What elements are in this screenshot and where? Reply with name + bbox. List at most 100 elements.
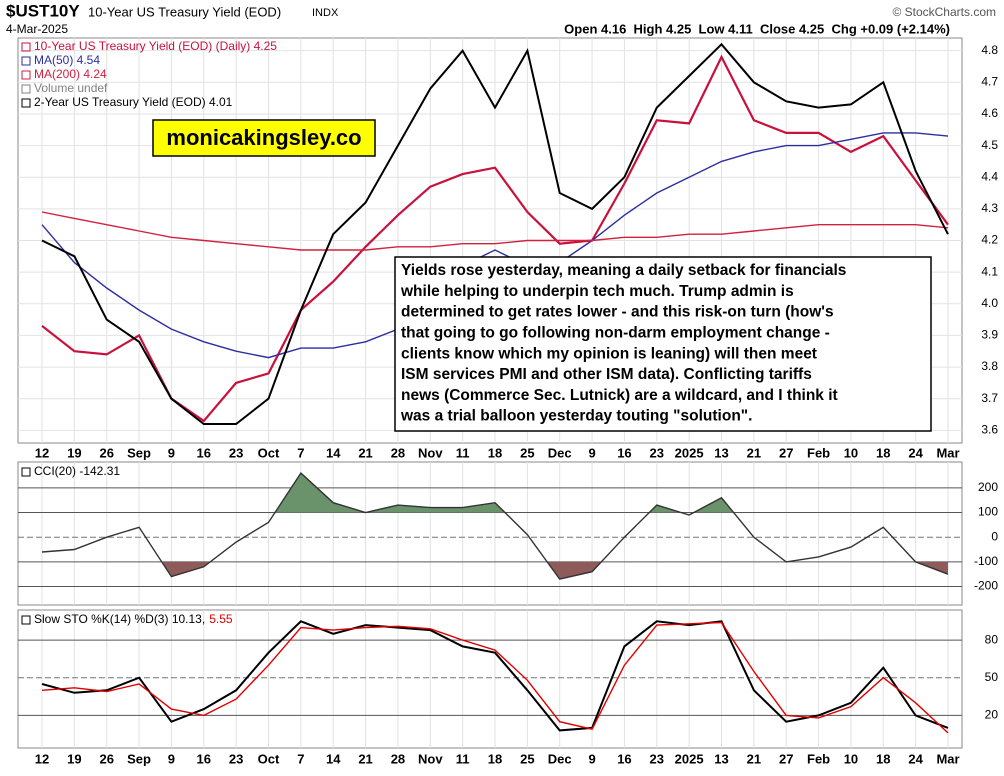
legend-entry: 10-Year US Treasury Yield (EOD) (Daily) … <box>34 39 277 53</box>
panel-title: CCI(20) -142.31 <box>34 464 120 478</box>
panel <box>17 609 963 749</box>
x-tick-label: 18 <box>488 445 502 460</box>
instrument-name: 10-Year US Treasury Yield (EOD) <box>88 4 281 19</box>
x-tick-label: 9 <box>168 445 175 460</box>
x-tick-label: 2025 <box>675 445 704 460</box>
x-tick-label: 28 <box>391 751 405 766</box>
x-tick-label: 19 <box>67 751 81 766</box>
panel-title: Slow STO %K(14) %D(3) 10.13, <box>34 612 205 626</box>
x-tick-label: 13 <box>714 445 728 460</box>
legend-swatch <box>21 615 31 625</box>
annotation-line: that going to go following non-darm empl… <box>401 324 830 341</box>
y-tick-label: 4.3 <box>981 201 998 215</box>
x-tick-label: 24 <box>908 445 923 460</box>
quote: Open 4.16 High 4.25 Low 4.11 Close 4.25 … <box>564 21 950 36</box>
y-tick-label: 4.7 <box>981 74 998 88</box>
x-tick-label: Sep <box>127 751 151 766</box>
legend-entry: 2-Year US Treasury Yield (EOD) 4.01 <box>34 95 233 109</box>
legend-swatch <box>21 467 31 477</box>
annotation-line: clients know which my opinion is leaning… <box>401 345 817 362</box>
x-tick-label: Dec <box>548 751 572 766</box>
x-tick-label: 14 <box>326 445 341 460</box>
x-tick-label: 26 <box>99 751 113 766</box>
x-tick-label: 16 <box>197 751 211 766</box>
x-tick-label: 24 <box>908 751 923 766</box>
legend-swatch <box>21 84 31 94</box>
x-tick-label: 25 <box>520 445 534 460</box>
series-line <box>41 472 949 580</box>
x-tick-label: 16 <box>617 445 631 460</box>
x-tick-label: 7 <box>297 751 304 766</box>
y-tick-label: 200 <box>978 480 998 494</box>
x-tick-label: Feb <box>807 445 830 460</box>
x-tick-label: 21 <box>358 751 372 766</box>
annotation-line: news (Commerce Sec. Lutnick) are a wildc… <box>401 387 838 404</box>
series-line <box>41 42 949 425</box>
cci-fill <box>161 561 948 580</box>
x-tick-label: Mar <box>936 751 959 766</box>
watermark-box <box>152 119 376 157</box>
x-tick-label: 13 <box>714 751 728 766</box>
y-tick-label: 100 <box>978 505 998 519</box>
x-tick-label: 16 <box>197 445 211 460</box>
symbol: $UST10Y <box>6 1 80 20</box>
x-tick-label: 18 <box>488 751 502 766</box>
x-tick-label: 23 <box>650 751 664 766</box>
annotation-line: determined to get rates lower - and this… <box>401 304 834 321</box>
x-tick-label: 9 <box>588 751 595 766</box>
x-tick-label: 23 <box>229 751 243 766</box>
y-tick-label: 4.2 <box>981 233 998 247</box>
x-tick-label: 11 <box>456 445 470 460</box>
y-tick-label: 50 <box>985 670 999 684</box>
watermark: monicakingsley.co <box>166 125 361 150</box>
x-tick-label: 14 <box>326 751 341 766</box>
y-tick-label: 4.6 <box>981 106 998 120</box>
x-tick-label: 7 <box>297 445 304 460</box>
x-tick-label: Nov <box>418 751 443 766</box>
x-tick-label: Oct <box>258 751 280 766</box>
y-tick-label: 3.9 <box>981 328 998 342</box>
y-tick-label: 4.5 <box>981 138 998 152</box>
x-tick-label: 23 <box>650 445 664 460</box>
x-tick-label: 2025 <box>675 751 704 766</box>
x-tick-label: 19 <box>67 445 81 460</box>
panel <box>17 461 963 606</box>
legend-entry: MA(200) 4.24 <box>34 67 107 81</box>
annotation-line: ISM services PMI and other ISM data). Co… <box>401 366 812 383</box>
legend-entry: MA(50) 4.54 <box>34 53 100 67</box>
cci-fill <box>42 473 948 513</box>
x-tick-label: 28 <box>391 445 405 460</box>
x-tick-label: 25 <box>520 751 534 766</box>
x-tick-label: Feb <box>807 751 830 766</box>
legend-swatch <box>21 56 31 66</box>
panel-title-value: 5.55 <box>209 612 233 626</box>
annotation-line: while helping to underpin tech much. Tru… <box>400 283 794 300</box>
y-tick-label: -200 <box>974 579 998 593</box>
x-tick-label: 18 <box>876 445 890 460</box>
y-tick-label: 3.6 <box>981 423 998 437</box>
x-tick-label: 27 <box>779 445 793 460</box>
x-tick-label: 27 <box>779 751 793 766</box>
x-tick-label: 9 <box>168 751 175 766</box>
series-line <box>41 211 949 251</box>
y-tick-label: 3.8 <box>981 359 998 373</box>
y-tick-label: 3.7 <box>981 391 998 405</box>
y-tick-label: 4.1 <box>981 264 998 278</box>
y-tick-label: 4.4 <box>981 169 998 183</box>
y-tick-label: 4.8 <box>981 43 998 57</box>
x-tick-label: 18 <box>876 751 890 766</box>
series-line <box>41 621 949 734</box>
series-line <box>41 132 949 359</box>
x-tick-label: Oct <box>258 445 280 460</box>
copyright: © StockCharts.com <box>892 5 996 19</box>
x-tick-label: Dec <box>548 445 572 460</box>
y-tick-label: 4.0 <box>981 296 998 310</box>
exchange: INDX <box>312 7 339 19</box>
x-tick-label: 9 <box>588 445 595 460</box>
x-tick-label: 12 <box>35 751 49 766</box>
x-tick-label: 12 <box>35 445 49 460</box>
x-tick-label: 26 <box>99 445 113 460</box>
annotation-line: Yields rose yesterday, meaning a daily s… <box>401 262 846 279</box>
x-tick-label: Nov <box>418 445 443 460</box>
